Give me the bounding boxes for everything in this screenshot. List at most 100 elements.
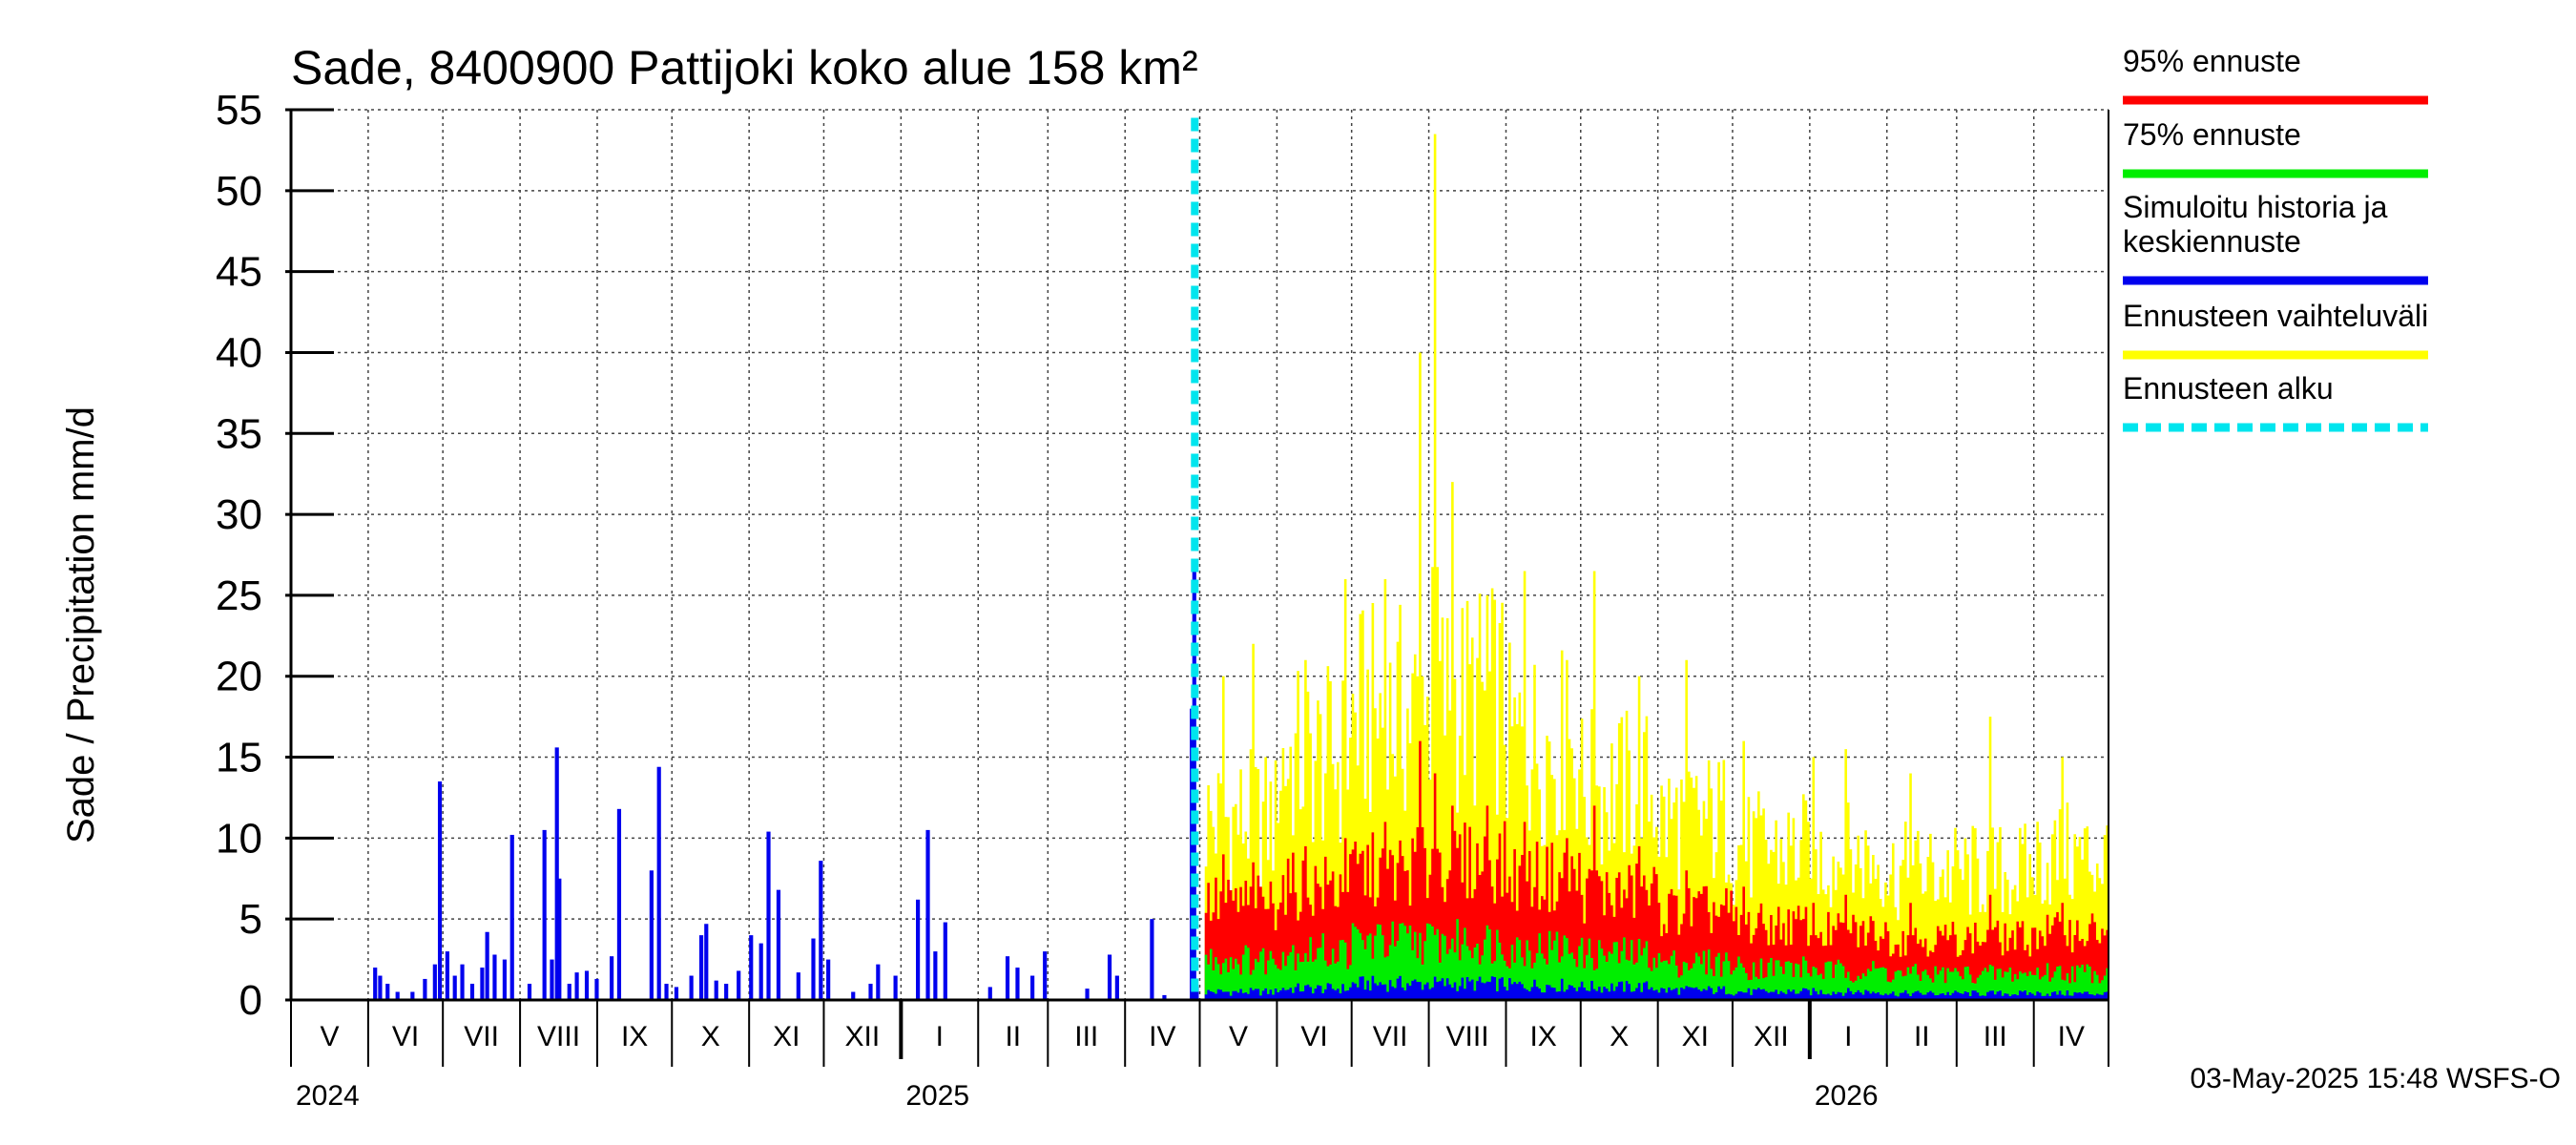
y-tick-label: 45 [216, 249, 262, 296]
history-bar [987, 987, 992, 1000]
history-bar [610, 956, 614, 1000]
month-label: XI [773, 1021, 800, 1052]
month-label: V [320, 1021, 339, 1052]
legend-label: keskiennuste [2123, 224, 2301, 259]
y-tick-label: 55 [216, 87, 262, 134]
history-bar [1030, 975, 1035, 1000]
history-bar [557, 878, 562, 1000]
history-bar [698, 935, 704, 1000]
history-bar [554, 747, 559, 1000]
history-bar [826, 959, 831, 1000]
history-bar [1107, 954, 1112, 1000]
month-label: X [701, 1021, 720, 1052]
history-bar [410, 991, 415, 1000]
y-tick-label: 30 [216, 491, 262, 538]
month-label: IV [1149, 1021, 1175, 1052]
month-label: I [936, 1021, 944, 1052]
legend-label: Ennusteen vaihteluväli [2123, 299, 2428, 333]
history-bar [1192, 566, 1196, 1000]
y-tick-label: 0 [239, 977, 262, 1024]
history-bar [567, 984, 571, 1000]
history-bar [714, 980, 718, 1000]
history-bar [893, 975, 898, 1000]
history-bar [378, 975, 383, 1000]
legend-label: Ennusteen alku [2123, 371, 2334, 406]
history-bar [616, 808, 622, 1000]
history-bar [373, 968, 378, 1000]
month-label: III [1984, 1021, 2007, 1052]
history-bar [1043, 951, 1048, 1000]
history-bar [527, 984, 532, 1000]
history-bar [542, 829, 547, 1000]
history-bar [656, 766, 661, 1000]
history-bar [395, 991, 400, 1000]
history-bar [469, 984, 475, 1000]
month-label: X [1610, 1021, 1629, 1052]
history-bar [485, 931, 489, 1000]
grid [291, 109, 2109, 1000]
history-bar [868, 984, 873, 1000]
y-tick-label: 50 [216, 168, 262, 215]
y-tick-label: 35 [216, 410, 262, 457]
history-bar [385, 984, 390, 1000]
y-tick-label: 5 [239, 896, 262, 943]
history-bar [550, 959, 554, 1000]
year-label: 2024 [296, 1080, 360, 1112]
history-bar [674, 987, 679, 1000]
forecast-median-band [1204, 975, 2109, 1000]
history-bar [509, 834, 514, 1000]
history-bars [373, 117, 1199, 1000]
history-bar [1015, 968, 1020, 1000]
history-bar [689, 975, 694, 1000]
month-label: IX [621, 1021, 648, 1052]
month-label: III [1074, 1021, 1098, 1052]
history-bar [584, 970, 590, 1000]
year-label: 2026 [1815, 1080, 1879, 1112]
y-axis-label: Sade / Precipitation mm/d [60, 406, 102, 843]
history-bar [876, 964, 881, 1000]
history-bar [664, 984, 669, 1000]
month-label: XII [1754, 1021, 1789, 1052]
history-bar [423, 978, 427, 1000]
month-label: II [1005, 1021, 1021, 1052]
history-bar [1162, 994, 1167, 1000]
month-label: I [1844, 1021, 1852, 1052]
y-tick-label: 40 [216, 329, 262, 376]
history-bar [1114, 975, 1119, 1000]
history-bar [851, 991, 856, 1000]
month-label: VIII [537, 1021, 580, 1052]
forecast-p75-band [1204, 919, 2109, 1000]
history-bar [452, 975, 457, 1000]
month-label: VII [464, 1021, 499, 1052]
history-bar [437, 781, 443, 1000]
history-bar [445, 951, 449, 1000]
history-bar [943, 922, 947, 1000]
history-bar [432, 964, 437, 1000]
month-label: XI [1682, 1021, 1709, 1052]
chart-title: Sade, 8400900 Pattijoki koko alue 158 km… [291, 41, 1198, 94]
timestamp-footer: 03-May-2025 15:48 WSFS-O [2191, 1063, 2562, 1094]
history-bar [737, 970, 741, 1000]
y-tick-label: 25 [216, 572, 262, 619]
history-bar [492, 954, 497, 1000]
history-bar [933, 951, 938, 1000]
history-bar [1005, 956, 1010, 1000]
history-bar [766, 831, 771, 1000]
y-tick-label: 10 [216, 815, 262, 862]
history-bar [574, 972, 579, 1000]
month-label: IX [1529, 1021, 1556, 1052]
legend-label: 95% ennuste [2123, 44, 2301, 78]
history-bar [704, 924, 709, 1000]
month-label: VIII [1446, 1021, 1489, 1052]
month-label: VI [1300, 1021, 1327, 1052]
month-label: II [1914, 1021, 1930, 1052]
month-label: V [1229, 1021, 1248, 1052]
history-bar [460, 964, 465, 1000]
history-bar [811, 938, 816, 1000]
history-bar [1195, 987, 1199, 1000]
history-bar [819, 861, 823, 1000]
history-bar [776, 889, 781, 1000]
year-label: 2025 [905, 1080, 969, 1112]
